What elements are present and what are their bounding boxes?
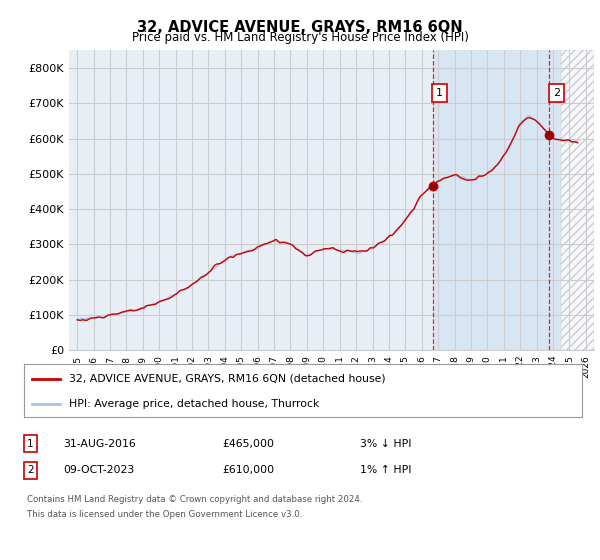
Text: 09-OCT-2023: 09-OCT-2023 xyxy=(63,465,134,475)
Text: Contains HM Land Registry data © Crown copyright and database right 2024.: Contains HM Land Registry data © Crown c… xyxy=(27,495,362,504)
Bar xyxy=(433,50,561,350)
Text: 2: 2 xyxy=(27,465,34,475)
Bar xyxy=(561,50,594,350)
Text: Price paid vs. HM Land Registry's House Price Index (HPI): Price paid vs. HM Land Registry's House … xyxy=(131,31,469,44)
Text: 32, ADVICE AVENUE, GRAYS, RM16 6QN: 32, ADVICE AVENUE, GRAYS, RM16 6QN xyxy=(137,20,463,35)
Text: 31-AUG-2016: 31-AUG-2016 xyxy=(63,438,136,449)
Text: 3% ↓ HPI: 3% ↓ HPI xyxy=(360,438,412,449)
Text: £465,000: £465,000 xyxy=(222,438,274,449)
Text: 2: 2 xyxy=(553,88,560,98)
Text: HPI: Average price, detached house, Thurrock: HPI: Average price, detached house, Thur… xyxy=(68,399,319,409)
Text: £610,000: £610,000 xyxy=(222,465,274,475)
Text: 1: 1 xyxy=(27,438,34,449)
Text: This data is licensed under the Open Government Licence v3.0.: This data is licensed under the Open Gov… xyxy=(27,510,302,519)
Text: 1% ↑ HPI: 1% ↑ HPI xyxy=(360,465,412,475)
Text: 1: 1 xyxy=(436,88,443,98)
Text: 32, ADVICE AVENUE, GRAYS, RM16 6QN (detached house): 32, ADVICE AVENUE, GRAYS, RM16 6QN (deta… xyxy=(68,374,385,384)
